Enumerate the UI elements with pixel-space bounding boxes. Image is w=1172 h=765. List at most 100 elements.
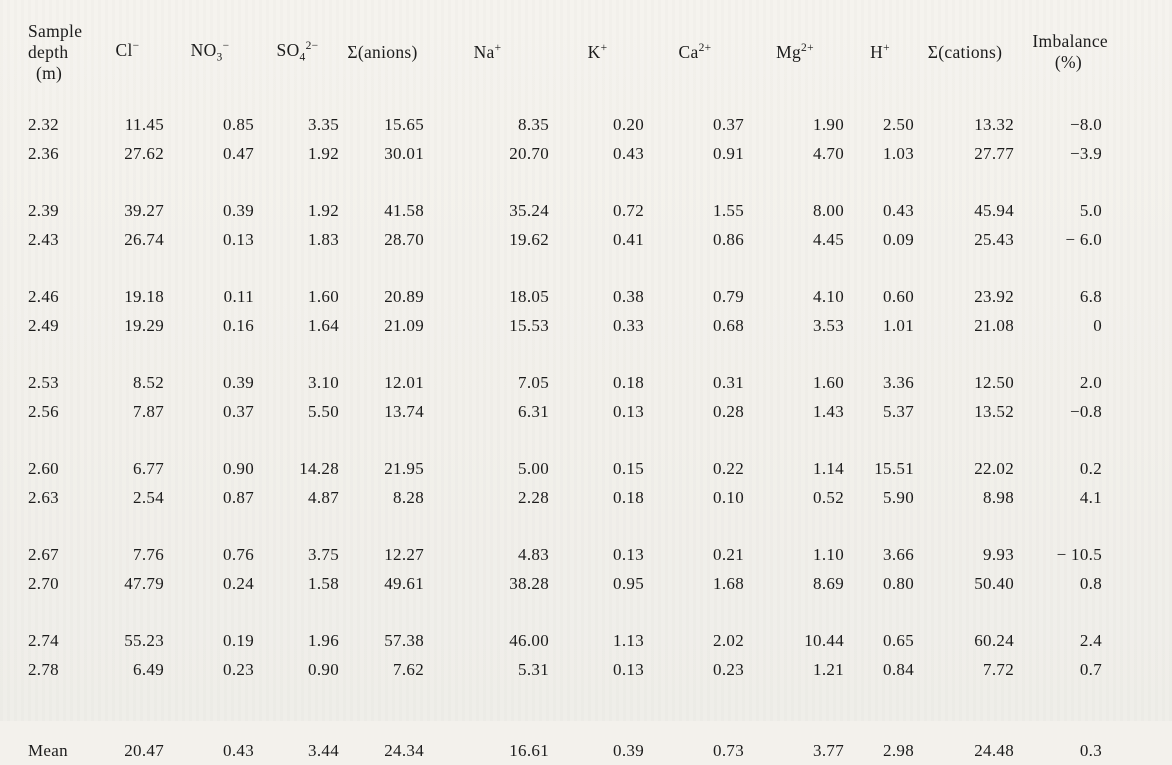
value-cell: 7.72 [983, 660, 1014, 679]
value-cell: 0.43 [883, 201, 914, 220]
row-spacer [0, 598, 1110, 626]
header-sup: 2+ [801, 41, 814, 54]
value-cell: 13.32 [974, 115, 1014, 134]
spacer-cell [0, 168, 1110, 196]
value-cell: 15.51 [874, 459, 914, 478]
table-row: 2.39 39.27 0.39 1.92 41.58 35.24 0.72 1.55 8.00 0… [0, 196, 1110, 225]
value-cell: 24.48 [974, 741, 1014, 760]
value-cell: 0.10 [713, 488, 744, 507]
value-cell: 0.90 [223, 459, 254, 478]
value-cell: 13.52 [974, 402, 1014, 421]
value-cell: 6.77 [133, 459, 164, 478]
value-cell: 6.31 [518, 402, 549, 421]
spacer-cell [0, 426, 1110, 454]
value-cell: 1.92 [308, 201, 339, 220]
value-cell: 0.22 [713, 459, 744, 478]
header-base: Ca [678, 41, 699, 62]
value-cell: 10.44 [804, 631, 844, 650]
depth-cell: 2.67 [28, 545, 59, 564]
depth-cell: 2.56 [28, 402, 59, 421]
header-sub: 3 [216, 51, 223, 64]
value-cell: 26.74 [124, 230, 164, 249]
value-cell: 4.10 [813, 287, 844, 306]
value-cell: 0.87 [223, 488, 254, 507]
header-unit: (%) [1054, 52, 1082, 72]
depth-cell: 2.74 [28, 631, 59, 650]
value-cell: 0.39 [613, 741, 644, 760]
value-cell: 3.53 [813, 316, 844, 335]
value-cell: 0.37 [713, 115, 744, 134]
value-cell: 6.8 [1079, 287, 1102, 306]
value-cell: 2.02 [713, 631, 744, 650]
value-cell: 0.38 [613, 287, 644, 306]
value-cell: 5.37 [883, 402, 914, 421]
value-cell: 0.21 [713, 545, 744, 564]
value-cell: 2.98 [883, 741, 914, 760]
value-cell: 3.75 [308, 545, 339, 564]
column-header-mg: Mg2+ [745, 6, 845, 110]
header-row: Sample depth (m) Cl− NO3− SO42− Σ(anions… [0, 6, 1110, 110]
value-cell: 1.92 [308, 144, 339, 163]
value-cell: 3.66 [883, 545, 914, 564]
value-cell: 41.58 [384, 201, 424, 220]
value-cell: 1.96 [308, 631, 339, 650]
value-cell: − 6.0 [1065, 230, 1102, 249]
value-cell: 0.43 [223, 741, 254, 760]
header-base: Mg [776, 41, 802, 62]
value-cell: 2.50 [883, 115, 914, 134]
value-cell: 57.38 [384, 631, 424, 650]
row-spacer [0, 168, 1110, 196]
value-cell: 1.10 [813, 545, 844, 564]
value-cell: 0.15 [613, 459, 644, 478]
value-cell: 1.55 [713, 201, 744, 220]
column-header-sample-depth: Sample depth (m) [0, 6, 90, 110]
value-cell: 20.89 [384, 287, 424, 306]
value-cell: 0 [1093, 316, 1102, 335]
value-cell: 0.72 [613, 201, 644, 220]
value-cell: 1.90 [813, 115, 844, 134]
value-cell: 0.8 [1079, 574, 1102, 593]
value-cell: 2.0 [1079, 373, 1102, 392]
value-cell: 5.90 [883, 488, 914, 507]
value-cell: 27.62 [124, 144, 164, 163]
value-cell: 13.74 [384, 402, 424, 421]
depth-cell: 2.70 [28, 574, 59, 593]
value-cell: 0.95 [613, 574, 644, 593]
spacer-cell [0, 512, 1110, 540]
value-cell: 50.40 [974, 574, 1014, 593]
value-cell: 2.54 [133, 488, 164, 507]
value-cell: 0.31 [713, 373, 744, 392]
header-line: Sample [28, 20, 83, 41]
row-spacer [0, 426, 1110, 454]
value-cell: −0.8 [1069, 402, 1102, 421]
value-cell: 1.01 [883, 316, 914, 335]
value-cell: 1.43 [813, 402, 844, 421]
value-cell: 6.49 [133, 660, 164, 679]
value-cell: 0.47 [223, 144, 254, 163]
table-row: 2.60 6.77 0.90 14.28 21.95 5.00 0.15 0.22 1.14 15… [0, 454, 1110, 483]
value-cell: 2.4 [1079, 631, 1102, 650]
table-row: 2.36 27.62 0.47 1.92 30.01 20.70 0.43 0.91 4.70 1… [0, 139, 1110, 168]
spacer-cell [0, 598, 1110, 626]
header-line: (m) [36, 62, 63, 83]
value-cell: 39.27 [124, 201, 164, 220]
value-cell: 46.00 [509, 631, 549, 650]
column-header-na: Na+ [425, 6, 550, 110]
value-cell: 12.50 [974, 373, 1014, 392]
column-header-cl: Cl− [90, 6, 165, 110]
column-header-imbalance: Imbalance (%) [1015, 6, 1110, 110]
value-cell: 21.09 [384, 316, 424, 335]
value-cell: 0.11 [223, 287, 254, 306]
value-cell: 18.05 [509, 287, 549, 306]
value-cell: 20.70 [509, 144, 549, 163]
value-cell: 19.18 [124, 287, 164, 306]
value-cell: 0.7 [1079, 660, 1102, 679]
value-cell: 0.23 [223, 660, 254, 679]
value-cell: 3.44 [308, 741, 339, 760]
value-cell: 0.09 [883, 230, 914, 249]
value-cell: 0.28 [713, 402, 744, 421]
value-cell: 0.18 [613, 373, 644, 392]
value-cell: 4.83 [518, 545, 549, 564]
value-cell: −3.9 [1069, 144, 1102, 163]
depth-cell: 2.60 [28, 459, 59, 478]
